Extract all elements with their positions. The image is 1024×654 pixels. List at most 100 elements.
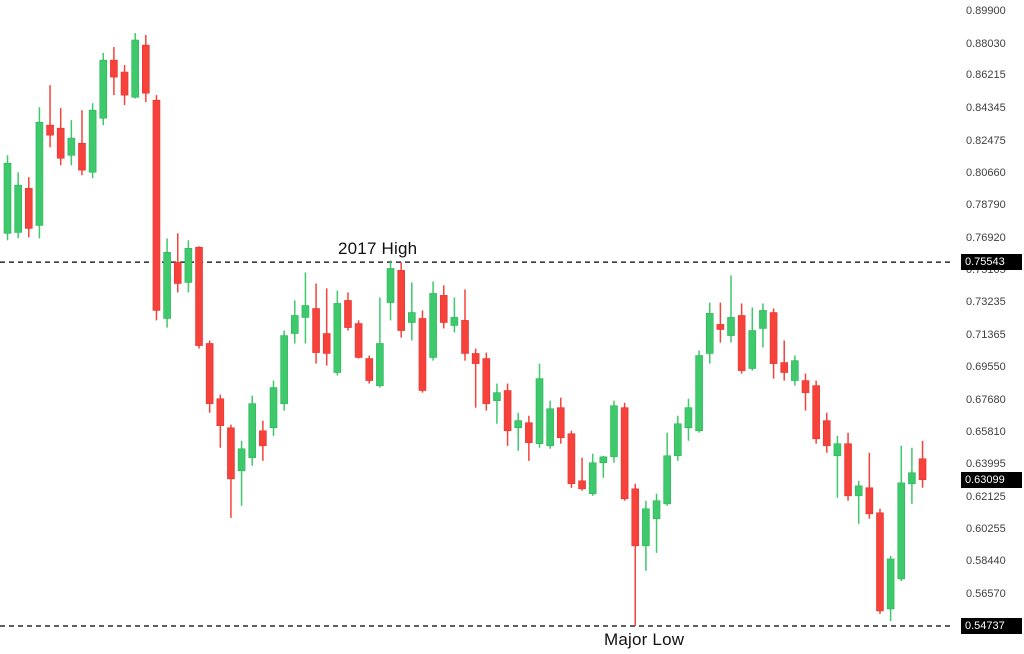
candle-body	[759, 310, 767, 329]
candle-body	[620, 407, 629, 500]
price-tick-label: 0.84345	[966, 102, 1006, 115]
price-tick-label: 0.56570	[966, 587, 1006, 600]
candle-body	[471, 353, 480, 364]
candle-body	[67, 137, 76, 156]
candle-body	[237, 448, 246, 472]
price-tick-label: 0.86215	[966, 69, 1006, 82]
price-tick-label: 0.88030	[966, 37, 1006, 50]
candle-body	[386, 268, 395, 303]
candle-body	[567, 433, 576, 485]
candle-body	[301, 305, 310, 318]
price-tick-label: 0.76920	[966, 232, 1006, 245]
candle-body	[737, 315, 746, 371]
price-tick-label: 0.62125	[966, 490, 1006, 503]
candle-body	[525, 422, 533, 443]
price-tick-label: 0.80660	[966, 166, 1006, 179]
candle-body	[908, 472, 916, 485]
candle-body	[78, 142, 86, 171]
candle-body	[120, 71, 129, 96]
price-tick-label-highlighted: 0.75543	[961, 254, 1022, 271]
candle-body	[408, 312, 416, 323]
candle-body	[24, 188, 33, 229]
candle-body	[439, 295, 448, 323]
candle-body	[663, 455, 671, 505]
price-tick-label: 0.65810	[966, 426, 1006, 439]
price-tick-label-highlighted: 0.54737	[961, 618, 1022, 634]
candle-body	[791, 360, 799, 381]
price-tick-label: 0.69550	[966, 360, 1006, 373]
candle-body	[333, 303, 342, 373]
price-tick-label: 0.63995	[966, 458, 1006, 471]
candle-body	[429, 293, 437, 358]
candle-body	[535, 378, 544, 445]
candle-body	[184, 248, 193, 283]
candle-body	[99, 59, 108, 119]
candle-body	[780, 362, 789, 373]
candle-body	[173, 262, 182, 284]
candle-body	[14, 184, 22, 233]
candle-body	[918, 458, 927, 481]
candle-body	[88, 109, 97, 173]
candle-body	[152, 99, 161, 311]
candle-body	[142, 44, 150, 94]
candle-body	[110, 59, 118, 78]
candle-body	[365, 358, 374, 381]
candle-body	[652, 500, 661, 520]
candle-body	[216, 398, 225, 426]
candle-body	[354, 323, 363, 358]
candle-body	[822, 420, 831, 447]
candle-body	[812, 385, 820, 440]
price-tick-label: 0.82475	[966, 134, 1006, 147]
candle-body	[514, 420, 523, 429]
candle-body	[588, 462, 597, 495]
annotation-2017-high: 2017 High	[338, 239, 418, 258]
candle-body	[205, 343, 214, 404]
candle-body	[705, 313, 714, 354]
price-tick-label: 0.73235	[966, 296, 1006, 309]
candle-body	[642, 508, 650, 547]
candle-body	[556, 407, 565, 439]
candle-body	[674, 423, 682, 457]
candle-body	[163, 252, 171, 319]
candle-body	[269, 387, 278, 429]
candle-body	[844, 443, 852, 497]
candle-body	[418, 318, 427, 391]
candle-body	[344, 300, 352, 328]
candle-body	[397, 270, 405, 331]
candle-body	[280, 335, 288, 404]
candle-body	[769, 312, 778, 364]
price-tick-label: 0.89900	[966, 5, 1006, 17]
candle-body	[727, 317, 735, 336]
candle-body	[546, 408, 554, 447]
candle-body	[227, 427, 235, 480]
candle-body	[376, 343, 384, 386]
candle-body	[259, 430, 267, 447]
price-tick-label: 0.67680	[966, 393, 1006, 406]
candle-body	[748, 330, 757, 369]
price-tick-label-highlighted: 0.63099	[961, 471, 1022, 488]
candle-body	[290, 315, 299, 334]
candle-body	[503, 390, 512, 432]
candle-body	[493, 392, 501, 401]
price-tick-label: 0.60255	[966, 523, 1006, 536]
candle-body	[610, 405, 618, 458]
candle-body	[865, 487, 874, 515]
candle-body	[854, 485, 863, 497]
candle-body	[897, 482, 906, 580]
candle-body	[599, 456, 608, 464]
price-tick-label: 0.78790	[966, 199, 1006, 212]
candle-body	[716, 324, 725, 330]
candle-body	[131, 39, 139, 98]
candle-body	[450, 317, 459, 326]
annotation-major-low: Major Low	[604, 630, 685, 649]
candle-body	[876, 512, 884, 612]
candle-body	[56, 127, 65, 159]
price-tick-label: 0.71365	[966, 329, 1006, 342]
candle-body	[801, 380, 810, 393]
candle-body	[833, 443, 842, 457]
candle-body	[3, 162, 12, 234]
candle-body	[578, 480, 586, 490]
candle-body	[482, 358, 491, 404]
